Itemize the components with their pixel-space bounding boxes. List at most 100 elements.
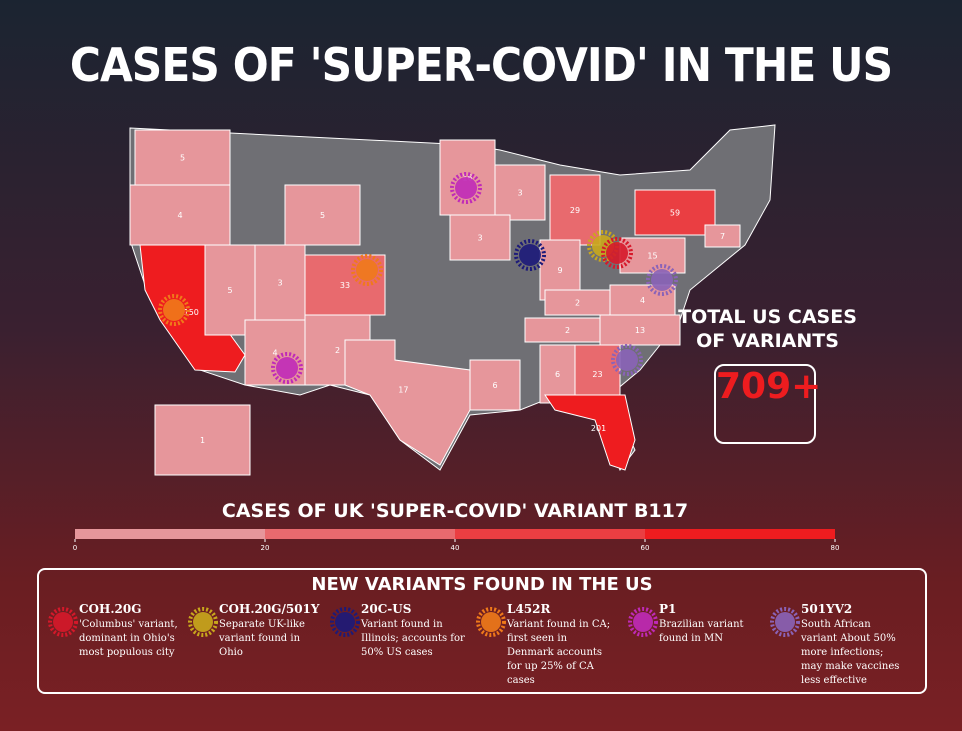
state xyxy=(469,359,521,411)
virus-spikes xyxy=(330,607,360,637)
state-count: 5 xyxy=(227,286,232,295)
state xyxy=(524,317,611,343)
virus-spikes xyxy=(770,607,800,637)
virus-icon xyxy=(651,269,673,291)
state xyxy=(549,174,601,246)
virus-icon xyxy=(775,612,795,632)
virus-spikes xyxy=(628,607,658,637)
scale-tick-label: 20 xyxy=(261,544,270,552)
virus-spikes xyxy=(48,607,78,637)
state-count: 9 xyxy=(557,266,562,275)
state-count: 7 xyxy=(720,232,725,241)
variant-description: 'Columbus' variant, dominant in Ohio's m… xyxy=(79,619,178,658)
scale-tick-label: 40 xyxy=(451,544,460,552)
scale-segment xyxy=(75,529,265,539)
state-count: 3 xyxy=(277,279,282,288)
state xyxy=(449,214,511,261)
variant-description: Separate UK-like variant found in Ohio xyxy=(219,619,305,658)
variant-description: Variant found in CA; first seen in Denma… xyxy=(507,619,611,686)
scale-title: CASES OF UK 'SUPER-COVID' VARIANT B117 xyxy=(221,500,689,522)
scale-segment xyxy=(645,529,835,539)
variant-name: COH.20G/501Y xyxy=(219,602,320,616)
state-count: 6 xyxy=(555,370,560,379)
virus-icon xyxy=(633,612,653,632)
virus-spikes xyxy=(601,237,633,269)
state-count: 3 xyxy=(517,189,522,198)
state-count: 33 xyxy=(340,281,350,290)
virus-icon xyxy=(616,349,638,371)
variants-panel: NEW VARIANTS FOUND IN THE US COH.20G 'Col… xyxy=(37,568,927,694)
state xyxy=(129,184,231,246)
virus-spikes xyxy=(351,254,383,286)
virus-icon xyxy=(356,259,378,281)
state xyxy=(494,164,546,221)
state-count: 5 xyxy=(320,211,325,220)
variants-title: NEW VARIANTS FOUND IN THE US xyxy=(311,574,653,595)
scale-segment xyxy=(455,529,645,539)
virus-icon xyxy=(193,612,213,632)
variant-item: COH.20G/501Y Separate UK-like variant fou… xyxy=(189,602,324,660)
virus-spikes xyxy=(188,607,218,637)
variant-item: COH.20G 'Columbus' variant, dominant in O… xyxy=(49,602,184,660)
total-label: TOTAL US CASES OF VARIANTS xyxy=(678,306,857,352)
variant-description: Brazilian variant found in MN xyxy=(659,619,744,644)
variant-item: L452R Variant found in CA; first seen in … xyxy=(477,602,612,688)
scale-tick-label: 60 xyxy=(641,544,650,552)
virus-spikes xyxy=(450,172,482,204)
virus-icon xyxy=(481,612,501,632)
state-count: 23 xyxy=(592,370,602,379)
state xyxy=(544,394,636,471)
total-value: 709+ xyxy=(714,364,821,444)
scale-segment xyxy=(265,529,455,539)
state-count: 2 xyxy=(575,299,580,308)
virus-spikes xyxy=(476,607,506,637)
state-count: 1 xyxy=(200,436,205,445)
state xyxy=(599,314,681,346)
scale-tick-label: 0 xyxy=(73,544,77,552)
state xyxy=(284,184,361,246)
state-count: 29 xyxy=(570,206,580,215)
variant-name: 20C-US xyxy=(361,602,412,616)
virus-spikes xyxy=(514,239,546,271)
virus-spikes xyxy=(271,352,303,384)
variant-name: 501YV2 xyxy=(801,602,853,616)
state xyxy=(134,129,231,186)
virus-icon xyxy=(455,177,477,199)
variant-item: P1 Brazilian variant found in MN xyxy=(629,602,764,646)
variant-description: South African variant About 50% more inf… xyxy=(801,619,900,686)
state xyxy=(154,404,251,476)
state-count: 13 xyxy=(635,326,645,335)
state xyxy=(254,244,306,321)
state-count: 5 xyxy=(180,154,185,163)
virus-icon xyxy=(276,357,298,379)
state-count: 4 xyxy=(640,296,645,305)
variant-icons xyxy=(48,607,800,637)
state-count: 17 xyxy=(398,385,408,394)
virus-icon xyxy=(163,299,185,321)
state-count: 3 xyxy=(477,234,482,243)
virus-spikes xyxy=(158,294,190,326)
state xyxy=(544,289,611,316)
state xyxy=(704,224,741,248)
state xyxy=(634,189,716,236)
state-count: 201 xyxy=(591,424,606,433)
variant-name: COH.20G xyxy=(79,602,142,616)
state xyxy=(344,339,471,466)
variant-name: P1 xyxy=(659,602,677,616)
state-count: 2 xyxy=(335,346,340,355)
state-count: 15 xyxy=(647,252,657,261)
state-count: 59 xyxy=(670,209,680,218)
virus-icon xyxy=(335,612,355,632)
variant-description: Variant found in Illinois; accounts for … xyxy=(361,619,465,658)
virus-spikes xyxy=(611,344,643,376)
variant-name: L452R xyxy=(507,602,551,616)
state-count: 150 xyxy=(184,308,199,317)
state-count: 4 xyxy=(177,211,182,220)
state-count: 4 xyxy=(272,349,277,358)
variant-item: 501YV2 South African variant About 50% mo… xyxy=(771,602,906,688)
state-count: 6 xyxy=(492,381,497,390)
scale-tick-label: 80 xyxy=(831,544,840,552)
virus-icon xyxy=(519,244,541,266)
